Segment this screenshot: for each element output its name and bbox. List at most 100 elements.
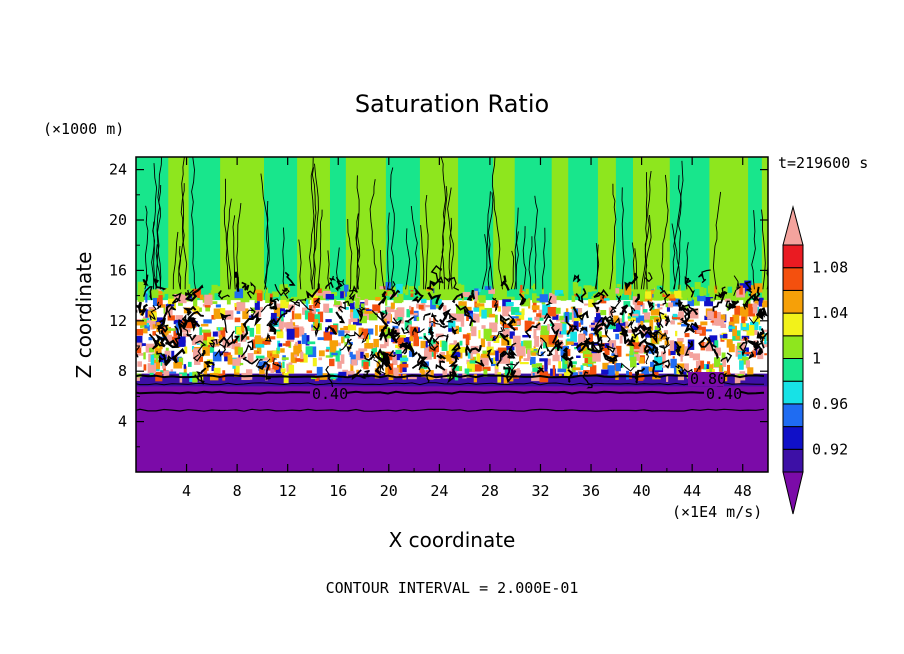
cloud-cell	[173, 319, 183, 325]
cloud-cell	[268, 356, 272, 363]
cloud-cell	[344, 306, 349, 310]
contour-squiggle	[223, 330, 235, 350]
cloud-cell	[474, 364, 482, 372]
cloud-cell	[200, 323, 209, 327]
cloud-cell	[558, 374, 562, 378]
cloud-cell	[513, 327, 518, 331]
contour-squiggle	[411, 358, 428, 369]
cloud-cell	[317, 311, 324, 323]
cloud-cell	[506, 305, 513, 312]
cloud-cell	[203, 319, 212, 324]
cloud-cell	[661, 333, 667, 340]
cloud-cell	[349, 301, 355, 310]
plume-outline	[751, 210, 756, 290]
cloud-cell	[607, 365, 615, 376]
cloud-cell	[465, 335, 470, 346]
cloud-cell	[502, 354, 509, 364]
contour-squiggle	[463, 307, 476, 327]
cloud-cell	[258, 284, 266, 289]
cloud-cell	[425, 341, 428, 348]
cloud-cell	[456, 312, 465, 322]
cloud-cell	[531, 352, 537, 356]
cloud-cell	[726, 339, 733, 348]
contour-squiggle	[390, 329, 401, 344]
contour-squiggle	[567, 369, 574, 383]
contour-squiggle	[604, 328, 611, 343]
cloud-cell	[469, 313, 476, 320]
cloud-cell	[616, 283, 621, 288]
cloud-cell	[213, 308, 222, 319]
cloud-cell	[658, 307, 663, 310]
cloud-cell	[641, 366, 650, 375]
cloud-cell	[489, 322, 498, 333]
contour-squiggle	[739, 336, 748, 351]
cloud-cell	[344, 287, 348, 297]
cloud-cell	[617, 322, 626, 328]
upper-plume	[514, 157, 553, 301]
cloud-cell	[254, 307, 262, 318]
contour-squiggle	[645, 330, 659, 345]
contour-squiggle	[593, 315, 612, 331]
cloud-cell	[296, 349, 300, 357]
x-unit-label: (×1E4 m/s)	[672, 503, 762, 521]
cloud-cell	[418, 285, 422, 296]
cloud-cell	[745, 360, 750, 369]
cloud-cell	[481, 325, 486, 329]
cloud-cell	[280, 295, 289, 302]
cloud-cell	[182, 333, 189, 338]
cloud-cell	[379, 344, 387, 349]
cloud-cell	[660, 293, 666, 298]
cloud-cell	[598, 331, 602, 338]
cloud-cell	[155, 288, 162, 293]
cloud-cell	[497, 372, 502, 383]
cloud-cell	[213, 339, 219, 344]
cloud-cell	[521, 340, 524, 352]
cloud-cell	[234, 317, 241, 323]
cloud-cell	[763, 329, 768, 332]
cloud-cell	[707, 285, 713, 294]
contour-squiggle	[445, 312, 457, 323]
cloud-cell	[373, 338, 379, 348]
contour-squiggle	[401, 325, 410, 335]
cloud-cell	[737, 350, 747, 360]
contour-squiggle	[712, 348, 719, 360]
cloud-cell	[325, 294, 335, 300]
cloud-cell	[732, 289, 736, 295]
upper-plume	[748, 157, 763, 301]
cloud-cell	[397, 334, 406, 338]
contour-label-bg	[704, 387, 740, 401]
cloud-cell	[219, 351, 224, 356]
cloud-cell	[405, 284, 409, 296]
cloud-cell	[534, 335, 540, 347]
plume-outline	[510, 250, 515, 290]
cloud-cell	[579, 372, 583, 375]
cloud-cell	[636, 301, 644, 306]
cloud-cell	[728, 343, 735, 353]
cloud-cell	[213, 286, 223, 293]
cloud-cell	[638, 342, 644, 354]
cloud-cell	[497, 347, 507, 353]
contour-squiggle	[634, 293, 641, 303]
cloud-cell	[446, 350, 452, 362]
cloud-cell	[156, 295, 163, 306]
contour-squiggle	[455, 303, 469, 312]
plume-outline	[156, 157, 162, 290]
cloud-cell	[631, 341, 640, 353]
cloud-cell	[714, 285, 718, 294]
cloud-cell	[619, 335, 623, 344]
cloud-cell	[514, 312, 522, 315]
contour-squiggle	[389, 289, 401, 300]
cloud-cell	[706, 364, 709, 370]
y-axis: 4 8 12 16 20 24	[109, 161, 768, 448]
cloud-cell	[278, 343, 283, 347]
cloud-cell	[355, 297, 360, 309]
plume-outline	[594, 242, 600, 290]
plume-outline	[634, 248, 638, 290]
cloud-cell	[183, 364, 187, 369]
cloud-cell	[155, 317, 163, 327]
contour-squiggle	[624, 272, 639, 292]
cloud-cell	[355, 287, 360, 298]
cloud-cell	[628, 371, 633, 379]
cloud-cell	[522, 334, 531, 338]
plume-outline	[596, 244, 599, 290]
